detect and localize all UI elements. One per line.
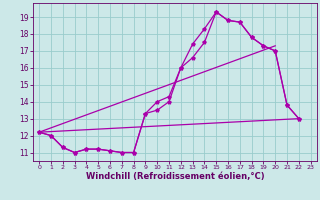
- X-axis label: Windchill (Refroidissement éolien,°C): Windchill (Refroidissement éolien,°C): [85, 172, 264, 181]
